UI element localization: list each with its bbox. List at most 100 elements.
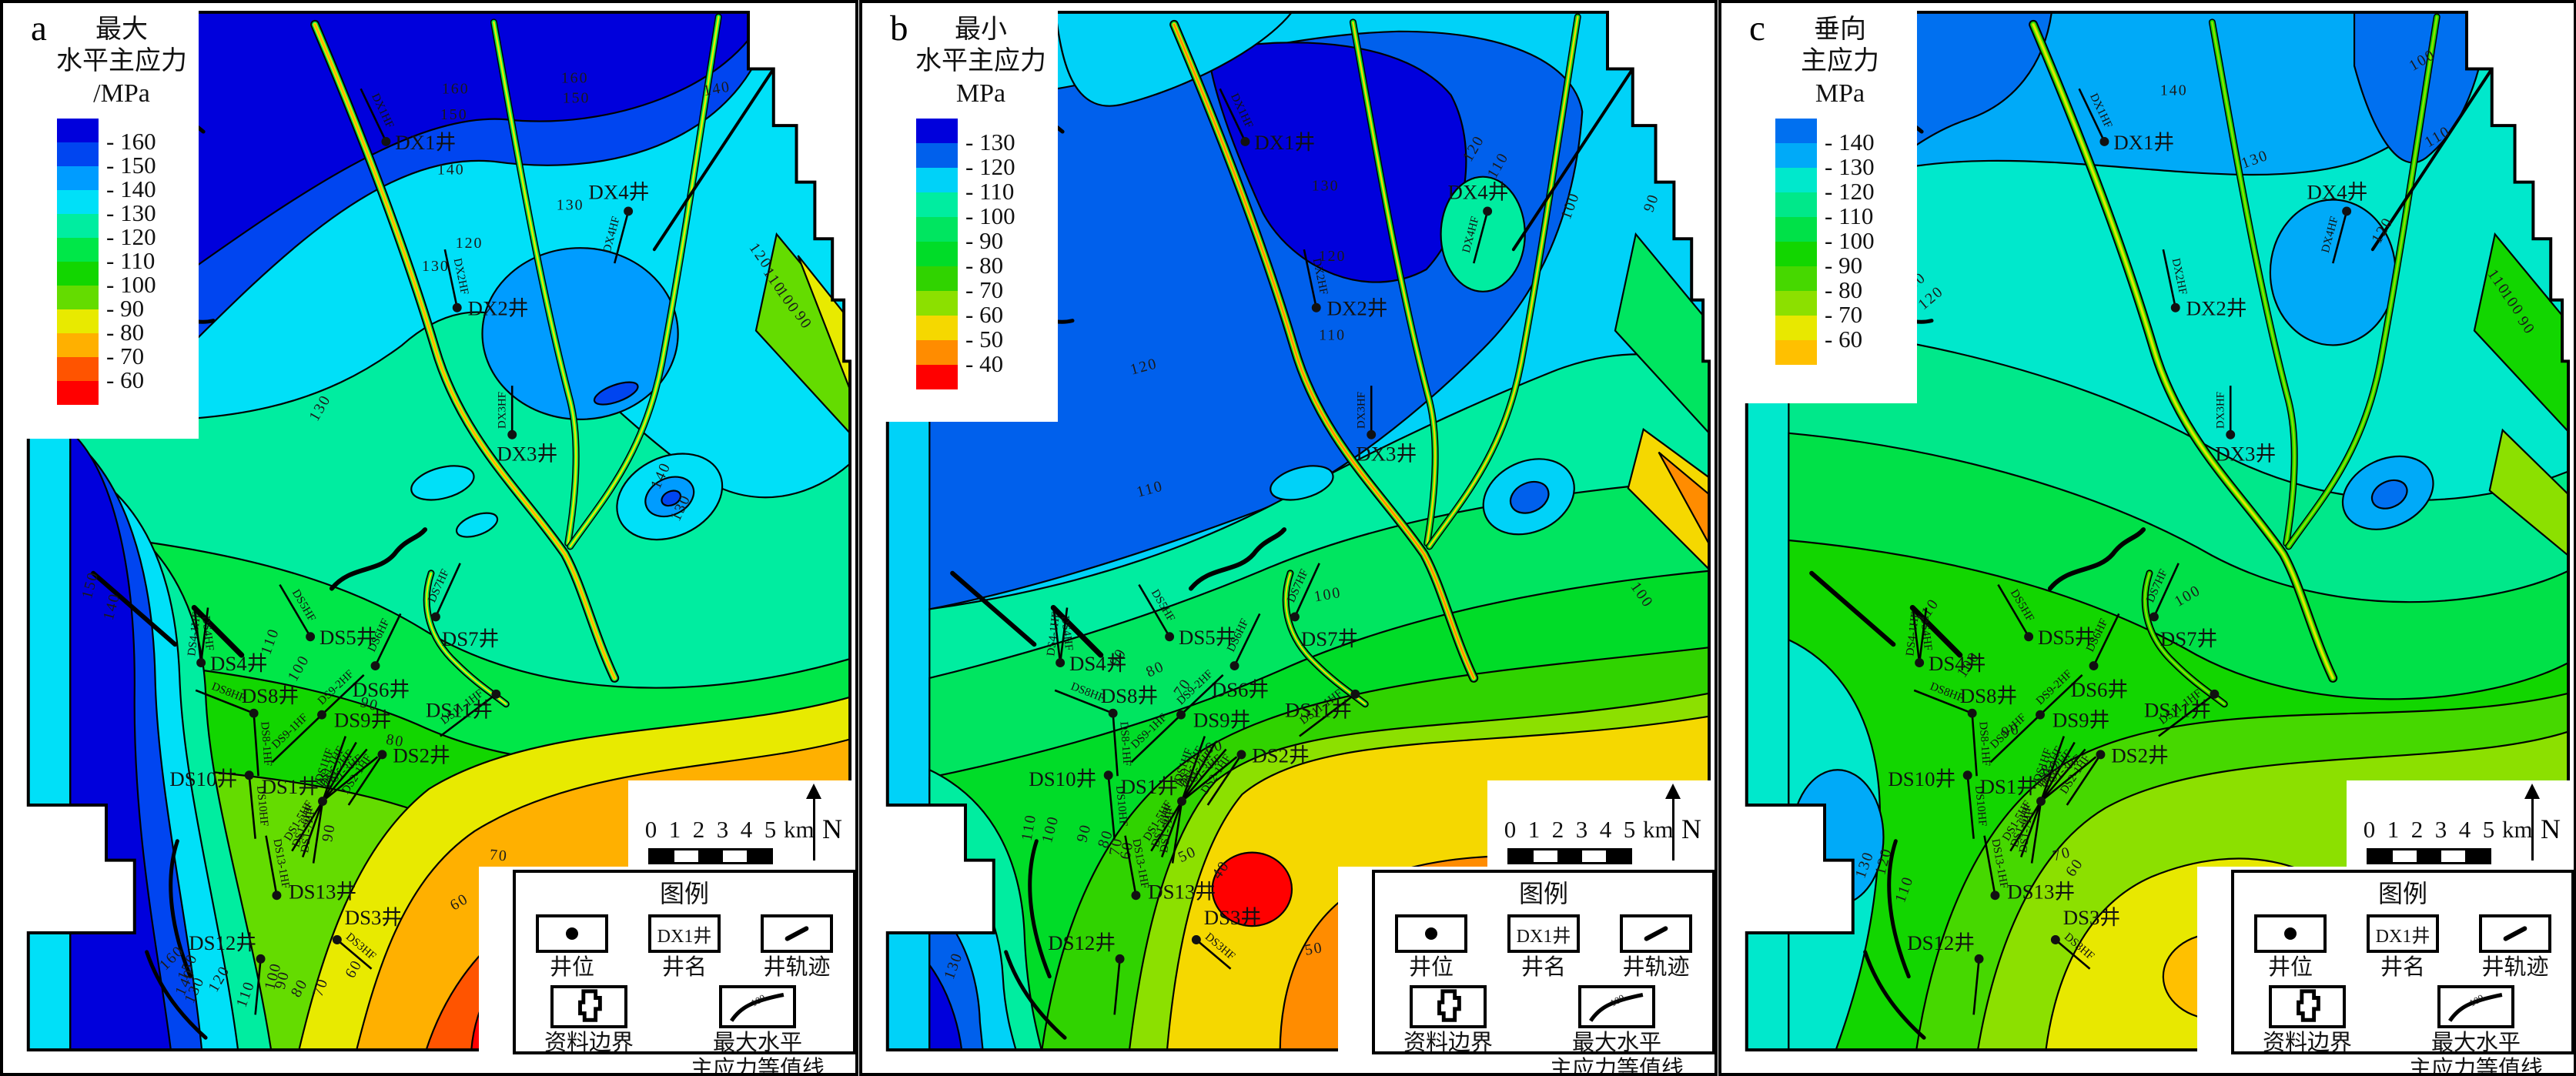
contour-pocket: [1211, 851, 1293, 927]
colorbar-title-line: /MPa: [93, 79, 150, 108]
well-name-icon: DX1井: [2367, 914, 2439, 953]
scale-tick-label: 1: [1527, 816, 1541, 843]
well-trajectory-line: [312, 800, 324, 864]
colorbar-box-c: c 垂向 主应力 MPa - 140- 130- 120- 110- 100- …: [1741, 8, 1917, 403]
colorbar-tick-label: - 80: [965, 252, 1004, 279]
legend-item-label: 井位: [2267, 955, 2313, 980]
well-dot-icon: [1974, 954, 1984, 964]
well-trajectory-line: [1293, 563, 1320, 617]
well-name-label: DS13井: [2007, 880, 2075, 903]
fault-line: [91, 570, 178, 647]
well-trajectory-line: [321, 674, 365, 716]
well-trajectory-line: [1113, 958, 1121, 1015]
well-trajectory-label: DX3HF: [1355, 392, 1367, 429]
colorbar-segment: [57, 238, 99, 262]
legend-item-label: 井轨迹: [2481, 955, 2549, 980]
colorbar-segment: [1775, 192, 1817, 218]
well-name-label: DS10井: [1888, 767, 1955, 790]
contour-value-label: 130: [422, 258, 450, 275]
legend-item-label: 井轨迹: [1622, 955, 1690, 980]
fault-ridge: [1428, 15, 1579, 548]
well-name-label: DS12井: [1048, 931, 1116, 954]
contour-band: [928, 962, 965, 1051]
contour-value-label: 120: [1319, 248, 1347, 265]
colorbar-segment: [916, 291, 958, 316]
scale-tick-label: 5: [1623, 816, 1636, 843]
scale-tick-label: 1: [668, 816, 681, 843]
scale-tick-label: 2: [2410, 816, 2424, 843]
well-dot-icon: [249, 708, 259, 718]
well-marker: DS10HF DS10井: [1888, 767, 1989, 839]
colorbar-tick-label: - 60: [1825, 326, 1863, 353]
data-boundary-outline: [26, 10, 852, 1052]
contour-pocket: [410, 465, 475, 501]
colorbar-title-line: 最大: [95, 15, 148, 44]
well-name-label: DS6井: [353, 678, 410, 701]
legend-item-label: 资料边界: [2262, 1031, 2352, 1056]
well-trajectory-line: [192, 606, 202, 663]
contour-pocket: [1509, 480, 1550, 514]
legend-item-label: 井轨迹: [763, 955, 831, 980]
fault-line: [2047, 527, 2146, 591]
well-name-label: DS4井: [1069, 652, 1126, 675]
contour-pocket: [1791, 769, 1885, 906]
contour-value-label: 150: [563, 89, 590, 106]
well-dot-icon: [1962, 770, 1972, 780]
well-trajectory-line: [2332, 211, 2348, 264]
colorbar-segment: [1775, 242, 1817, 267]
well-trajectory-line: [2066, 754, 2102, 806]
colorbar-tick-label: - 120: [965, 153, 1015, 181]
colorbar-tick-label: - 130: [106, 199, 156, 227]
colorbar-segment: [916, 316, 958, 341]
scale-tick-label: 5: [2482, 816, 2495, 843]
well-trajectory-line: [434, 563, 461, 617]
well-dot-icon: [272, 891, 282, 901]
scale-bar-cell: [674, 850, 699, 862]
north-arrow-head-icon: [806, 784, 821, 799]
well-trajectory-line: [1989, 713, 2041, 764]
well-name-label: DS11井: [2144, 699, 2211, 722]
contour-value-label: 70: [489, 847, 509, 865]
fault-line: [1188, 527, 1287, 591]
scale-tick-label: 4: [1599, 816, 1612, 843]
well-dot-icon: [1915, 658, 1925, 668]
colorbar-segment: [57, 190, 99, 215]
legend-item-data-boundary: 资料边界: [1403, 985, 1493, 1056]
colorbar-title-line: 水平主应力: [915, 47, 1046, 76]
fault-ridge: [493, 21, 577, 545]
well-trajectory-label: DX3HF: [496, 392, 508, 429]
scale-bar-cell: [2464, 850, 2490, 862]
well-dot-icon: [1055, 658, 1066, 668]
well-trajectory-line: [321, 736, 347, 802]
fault-line: [1863, 950, 1926, 1040]
fault-line: [169, 839, 192, 979]
scale-tick-label: 3: [716, 816, 729, 843]
colorbar-tick-label: - 50: [965, 326, 1004, 353]
well-dot-icon: [1103, 770, 1113, 780]
well-trajectory-label: DS8-1HF: [1976, 721, 1992, 767]
colorbar-tick-label: - 100: [965, 202, 1015, 230]
scale-bar-cell: [2441, 850, 2465, 862]
well-trajectory-line: [291, 800, 324, 852]
scale-tick-label: 3: [1575, 816, 1588, 843]
well-dot-icon: [2226, 429, 2236, 439]
scale-bar-cell: [2393, 850, 2417, 862]
well-trajectory-line: [1130, 713, 1182, 764]
colorbar-tick-label: - 140: [106, 175, 156, 203]
well-trajectory-line: [1983, 835, 1996, 896]
well-trajectory-icon: [2479, 914, 2551, 953]
colorbar-segment: [57, 357, 99, 382]
colorbar-segment: [916, 168, 958, 193]
well-name-label: DX1井: [1254, 131, 1315, 154]
well-trajectory-line: [248, 775, 256, 839]
well-trajectory-line: [1138, 583, 1171, 637]
north-arrow: N: [1658, 784, 1705, 864]
contour-value-label: 110: [1319, 326, 1346, 343]
well-name-label: DS11井: [426, 699, 493, 722]
colorbar-tick-label: - 140: [1825, 129, 1875, 156]
colorbar-segment: [57, 381, 99, 406]
legend-item-well-name: DX1井 井名: [1507, 914, 1580, 981]
colorbar-title-line: MPa: [955, 79, 1006, 108]
well-trajectory-line: [2162, 249, 2177, 308]
